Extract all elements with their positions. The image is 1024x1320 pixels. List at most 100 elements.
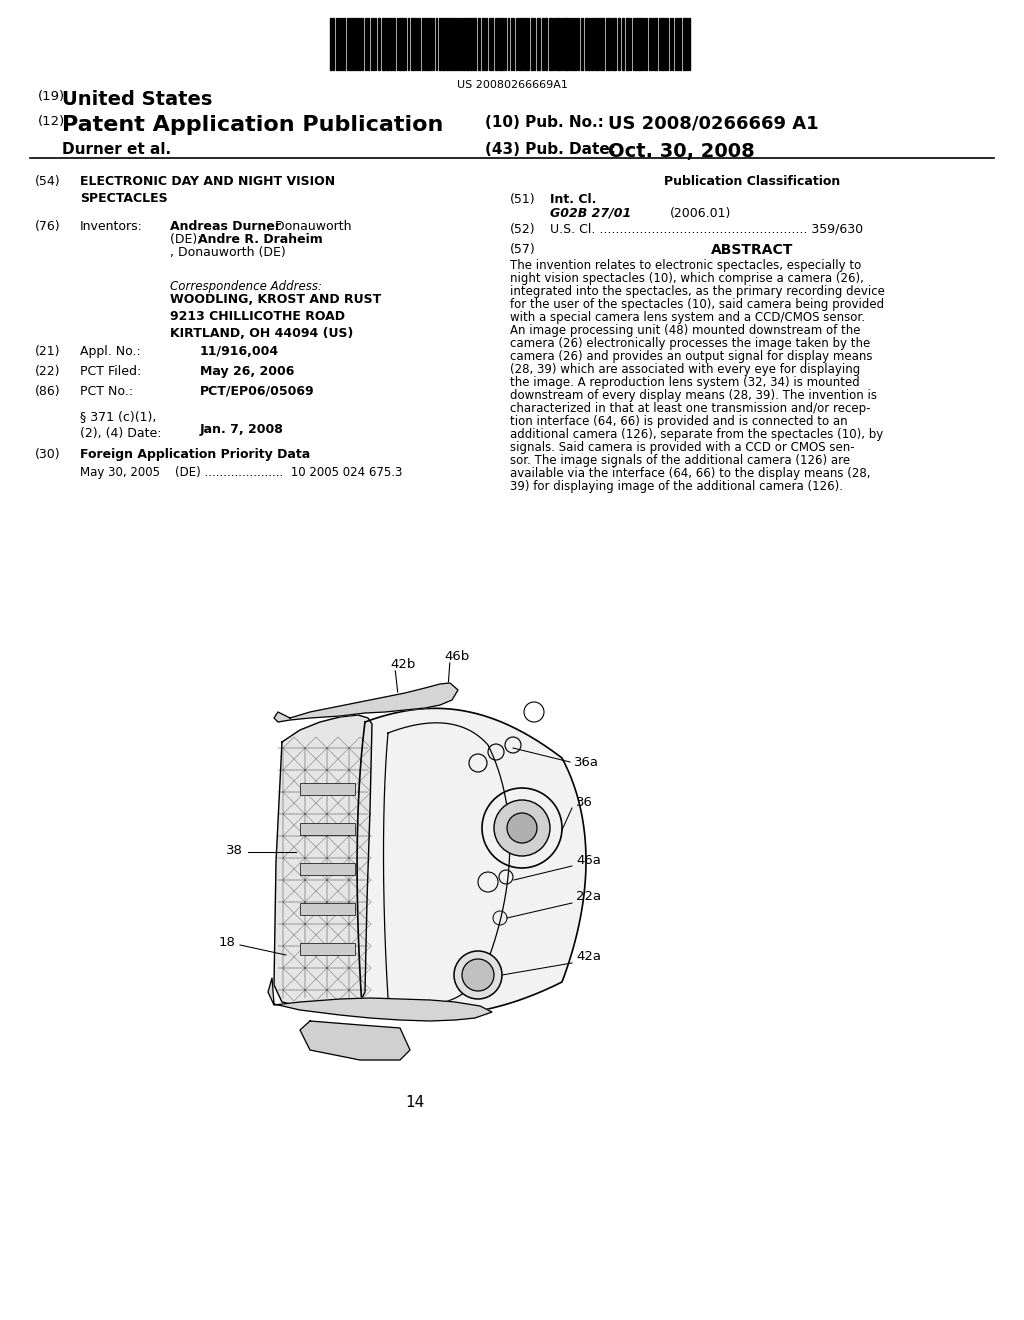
Text: US 20080266669A1: US 20080266669A1	[457, 81, 567, 90]
Text: Oct. 30, 2008: Oct. 30, 2008	[608, 143, 755, 161]
Text: ABSTRACT: ABSTRACT	[711, 243, 794, 257]
Text: PCT No.:: PCT No.:	[80, 385, 133, 399]
Bar	[495, 18, 497, 70]
Bar	[601, 18, 604, 70]
Text: US 2008/0266669 A1: US 2008/0266669 A1	[608, 115, 818, 133]
Text: (21): (21)	[35, 345, 60, 358]
Text: (57): (57)	[510, 243, 536, 256]
Text: (86): (86)	[35, 385, 60, 399]
Text: integrated into the spectacles, as the primary recording device: integrated into the spectacles, as the p…	[510, 285, 885, 298]
Polygon shape	[357, 709, 586, 1015]
Bar	[649, 18, 651, 70]
Text: The invention relates to electronic spectacles, especially to: The invention relates to electronic spec…	[510, 259, 861, 272]
Bar	[482, 18, 484, 70]
Bar	[596, 18, 598, 70]
Bar	[336, 18, 338, 70]
Bar	[683, 18, 686, 70]
Bar	[367, 18, 369, 70]
Text: PCT Filed:: PCT Filed:	[80, 366, 141, 378]
Text: ELECTRONIC DAY AND NIGHT VISION
SPECTACLES: ELECTRONIC DAY AND NIGHT VISION SPECTACL…	[80, 176, 335, 205]
Bar	[300, 942, 355, 954]
Text: 46b: 46b	[444, 649, 469, 663]
Bar	[585, 18, 587, 70]
Bar	[531, 18, 534, 70]
Text: (DE);: (DE);	[170, 234, 206, 246]
Text: for the user of the spectacles (10), said camera being provided: for the user of the spectacles (10), sai…	[510, 298, 884, 312]
Bar	[300, 822, 355, 836]
Text: (22): (22)	[35, 366, 60, 378]
Text: Jan. 7, 2008: Jan. 7, 2008	[200, 422, 284, 436]
Text: 22a: 22a	[575, 891, 601, 903]
Bar	[473, 18, 476, 70]
Text: with a special camera lens system and a CCD/CMOS sensor.: with a special camera lens system and a …	[510, 312, 865, 323]
Polygon shape	[268, 978, 492, 1020]
Bar	[581, 18, 583, 70]
Text: camera (26) electronically processes the image taken by the: camera (26) electronically processes the…	[510, 337, 870, 350]
Bar	[378, 18, 380, 70]
Text: § 371 (c)(1),
(2), (4) Date:: § 371 (c)(1), (2), (4) Date:	[80, 411, 162, 440]
Polygon shape	[274, 682, 458, 722]
Text: Correspondence Address:: Correspondence Address:	[170, 280, 322, 293]
Text: camera (26) and provides an output signal for display means: camera (26) and provides an output signa…	[510, 350, 872, 363]
Text: Appl. No.:: Appl. No.:	[80, 345, 140, 358]
Text: U.S. Cl. .................................................... 359/630: U.S. Cl. ...............................…	[550, 223, 863, 236]
Text: 46a: 46a	[575, 854, 601, 866]
Text: Durner et al.: Durner et al.	[62, 143, 171, 157]
Bar	[608, 18, 610, 70]
Text: available via the interface (64, 66) to the display means (28,: available via the interface (64, 66) to …	[510, 467, 870, 480]
Text: signals. Said camera is provided with a CCD or CMOS sen-: signals. Said camera is provided with a …	[510, 441, 855, 454]
Text: 18: 18	[218, 936, 234, 949]
Text: 11/916,004: 11/916,004	[200, 345, 280, 358]
Text: United States: United States	[62, 90, 212, 110]
Text: An image processing unit (48) mounted downstream of the: An image processing unit (48) mounted do…	[510, 323, 860, 337]
Circle shape	[507, 813, 537, 843]
Polygon shape	[300, 1020, 410, 1060]
Text: , Donauworth (DE): , Donauworth (DE)	[170, 246, 286, 259]
Bar	[425, 18, 427, 70]
Bar	[386, 18, 389, 70]
Bar	[330, 18, 332, 70]
Bar	[635, 18, 637, 70]
Text: (30): (30)	[35, 447, 60, 461]
Bar	[442, 18, 445, 70]
Text: night vision spectacles (10), which comprise a camera (26),: night vision spectacles (10), which comp…	[510, 272, 864, 285]
Bar	[390, 18, 392, 70]
Text: 42a: 42a	[575, 950, 601, 964]
Bar	[654, 18, 657, 70]
Bar	[439, 18, 441, 70]
Text: (43) Pub. Date:: (43) Pub. Date:	[485, 143, 616, 157]
Bar	[591, 18, 593, 70]
Text: 42b: 42b	[390, 657, 416, 671]
Bar	[355, 18, 358, 70]
Bar	[573, 18, 575, 70]
Text: the image. A reproduction lens system (32, 34) is mounted: the image. A reproduction lens system (3…	[510, 376, 860, 389]
Bar	[638, 18, 641, 70]
Text: (52): (52)	[510, 223, 536, 236]
Bar	[537, 18, 540, 70]
Text: WOODLING, KROST AND RUST
9213 CHILLICOTHE ROAD
KIRTLAND, OH 44094 (US): WOODLING, KROST AND RUST 9213 CHILLICOTH…	[170, 293, 381, 341]
Bar	[525, 18, 527, 70]
Circle shape	[454, 950, 502, 999]
Bar	[446, 18, 449, 70]
Bar	[352, 18, 354, 70]
Bar	[466, 18, 469, 70]
Text: May 30, 2005    (DE) .....................  10 2005 024 675.3: May 30, 2005 (DE) ..................... …	[80, 466, 402, 479]
Bar	[450, 18, 452, 70]
Bar	[359, 18, 361, 70]
Bar	[382, 18, 385, 70]
Text: Andreas Durner: Andreas Durner	[170, 220, 281, 234]
Text: (19): (19)	[38, 90, 66, 103]
Text: additional camera (126), separate from the spectacles (10), by: additional camera (126), separate from t…	[510, 428, 884, 441]
Text: tion interface (64, 66) is provided and is connected to an: tion interface (64, 66) is provided and …	[510, 414, 848, 428]
Text: (10) Pub. No.:: (10) Pub. No.:	[485, 115, 604, 129]
Text: Int. Cl.: Int. Cl.	[550, 193, 596, 206]
Text: (51): (51)	[510, 193, 536, 206]
Text: (54): (54)	[35, 176, 60, 187]
Bar	[618, 18, 620, 70]
Text: , Donauworth: , Donauworth	[267, 220, 351, 234]
Bar	[588, 18, 590, 70]
Bar	[428, 18, 430, 70]
Bar	[399, 18, 401, 70]
Bar	[463, 18, 465, 70]
Bar	[557, 18, 560, 70]
